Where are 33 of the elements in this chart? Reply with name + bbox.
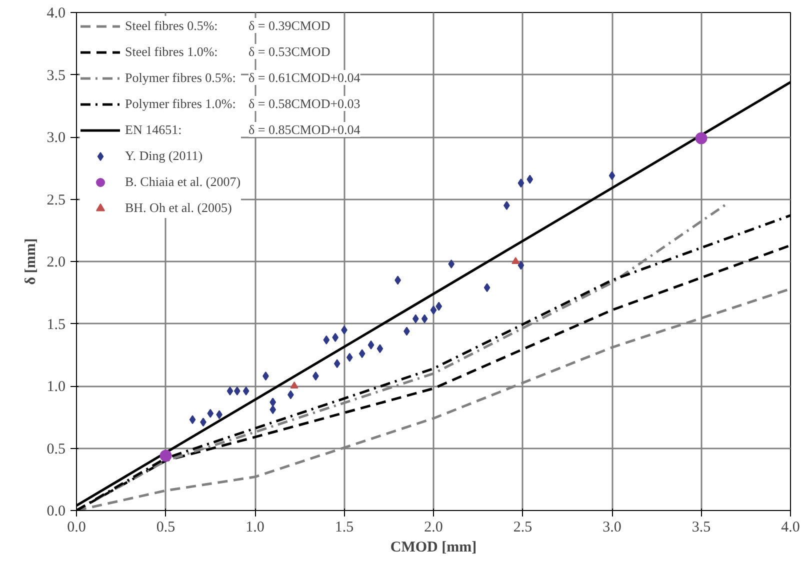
x-tick-label: 2.0 [424,520,443,536]
x-tick-label: 0.5 [156,520,176,536]
x-tick-label: 2.5 [513,520,532,536]
x-tick-label: 0.0 [67,520,86,536]
legend-label: EN 14651: [125,121,182,139]
legend-label: B. Chiaia et al. (2007) [125,173,241,191]
x-tick-label: 1.0 [246,520,264,536]
x-tick-label: 3.5 [692,520,711,536]
annotation: δ = 0.61CMOD+0.04 [248,70,361,85]
y-tick-label: 0.0 [46,504,66,520]
annotation: δ = 0.58CMOD+0.03 [248,96,360,111]
y-tick-label: 3.0 [46,130,66,146]
annotation: δ = 0.85CMOD+0.04 [248,122,361,137]
legend-label: BH. Oh et al. (2005) [125,199,232,217]
legend-label: Steel fibres 1.0%: [125,43,218,61]
x-axis-title: CMOD [mm] [390,540,477,556]
y-tick-label: 0.5 [46,441,66,458]
y-tick-label: 1.0 [46,379,66,395]
annotation: δ = 0.53CMOD [248,44,330,59]
y-axis-title: δ [mm] [22,238,39,285]
y-tick-label: 2.0 [46,254,66,270]
legend-label: Polymer fibres 0.5%: [125,69,236,87]
x-tick-label: 3.0 [602,520,622,536]
x-tick-label: 4.0 [781,520,800,536]
legend-label: Polymer fibres 1.0%: [125,95,236,113]
x-tick-label: 1.5 [334,520,354,536]
legend-label: Y. Ding (2011) [125,147,203,165]
legend-label: Steel fibres 0.5%: [125,17,218,35]
annotation: δ = 0.39CMOD [248,18,330,33]
y-tick-label: 2.5 [46,192,66,208]
y-tick-label: 3.5 [46,68,66,84]
y-tick-label: 1.5 [46,316,66,333]
y-tick-label: 4.0 [46,6,66,22]
